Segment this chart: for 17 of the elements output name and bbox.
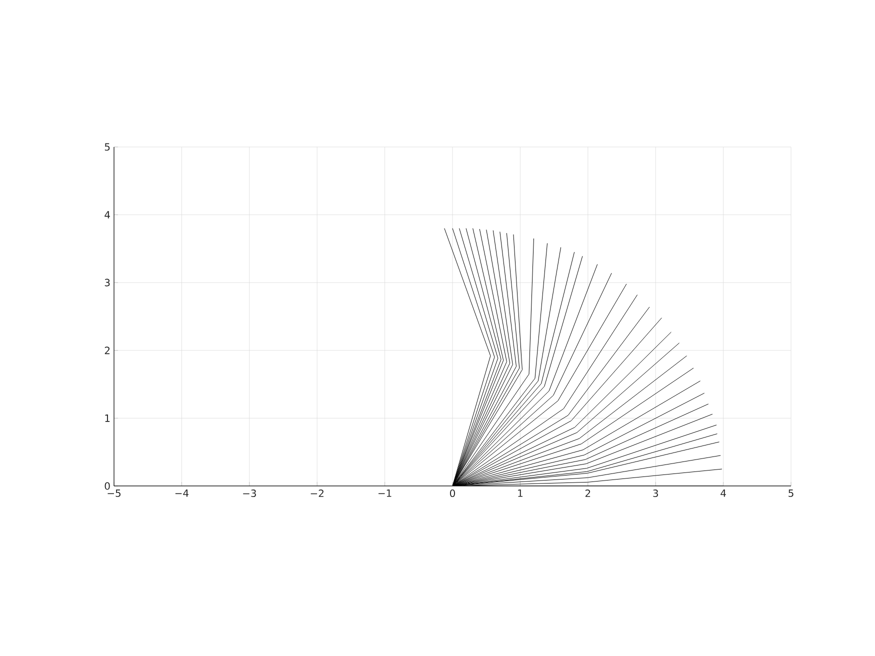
y-tick-label: 5 <box>104 143 110 151</box>
x-tick-label: −3 <box>243 489 256 498</box>
x-tick-label: −5 <box>108 490 120 497</box>
x-tick-label: 5 <box>788 490 794 497</box>
y-tick-label: 3 <box>104 278 110 286</box>
x-tick-label: 1 <box>518 490 522 497</box>
y-tick-label: 0 <box>104 482 110 490</box>
x-tick-label: 3 <box>653 489 658 498</box>
x-tick-label: −4 <box>175 490 188 497</box>
x-tick-label: 0 <box>450 489 456 498</box>
y-tick-label: 1 <box>105 414 110 422</box>
x-tick-label: 2 <box>585 489 590 497</box>
x-tick-label: −2 <box>310 489 324 497</box>
y-tick-label: 2 <box>104 346 110 354</box>
x-tick-label: −1 <box>378 490 392 497</box>
y-tick-label: 4 <box>104 211 110 218</box>
x-tick-label: 4 <box>720 490 726 497</box>
